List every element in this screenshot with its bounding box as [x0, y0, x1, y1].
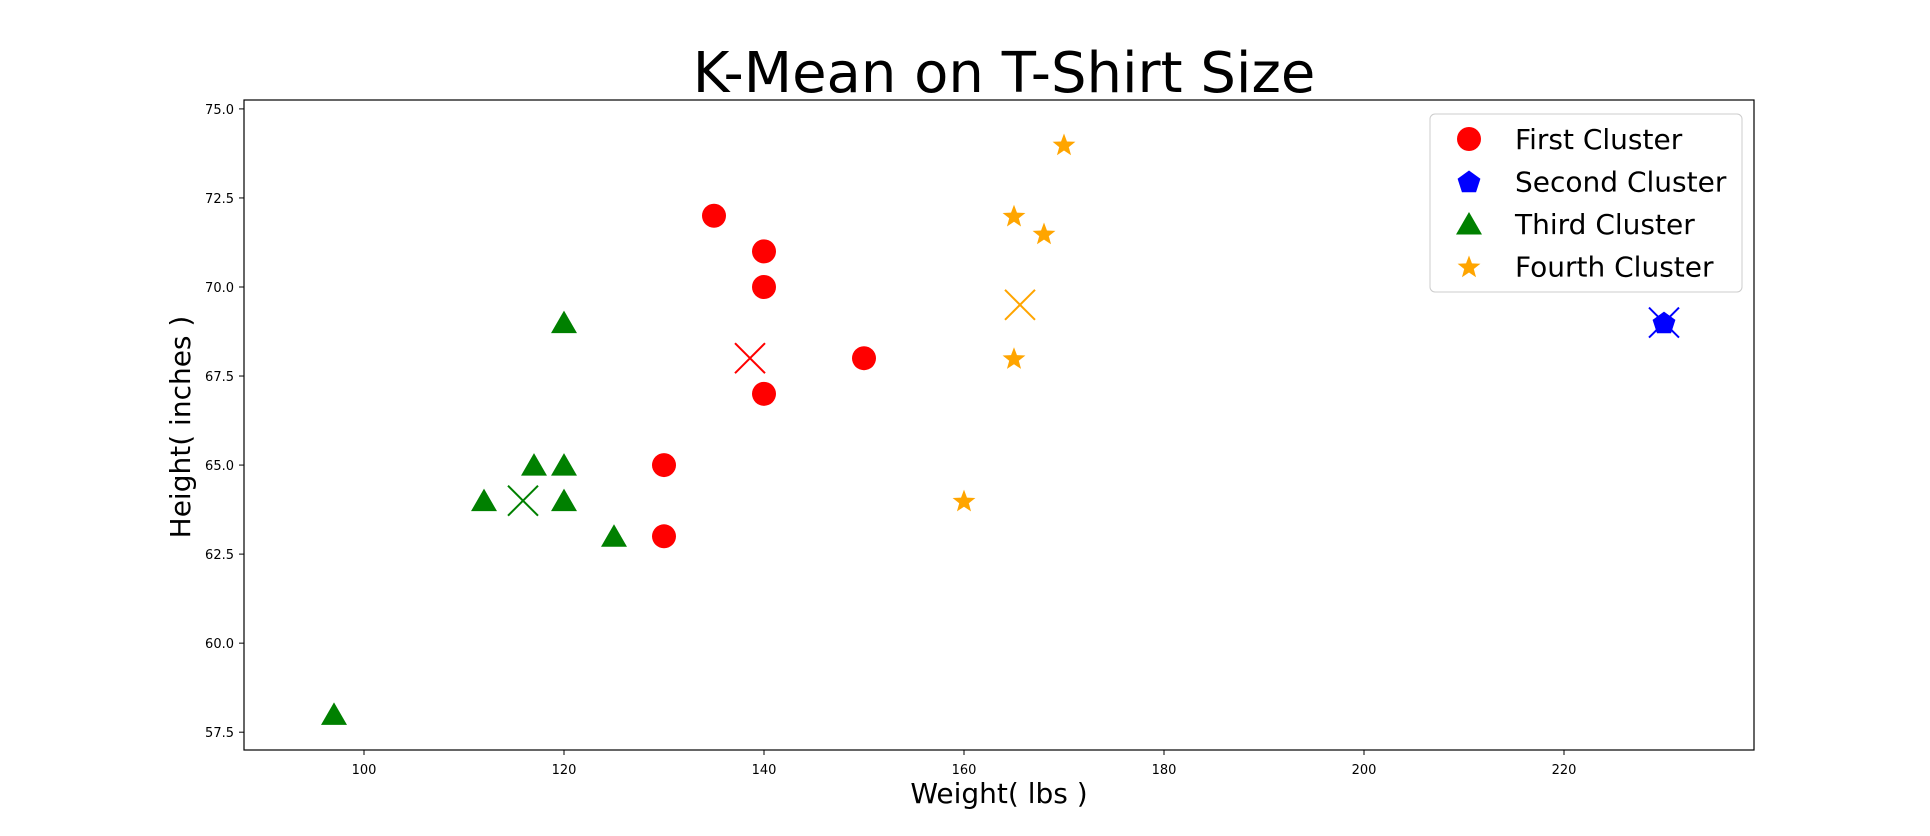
- legend-marker: [1456, 212, 1482, 235]
- x-tick-label: 140: [752, 763, 777, 778]
- y-tick-label: 60.0: [205, 637, 234, 652]
- data-point: [321, 702, 347, 725]
- legend-frame: [1429, 113, 1743, 293]
- centroid-marker: [507, 484, 539, 517]
- centroid-marker: [734, 342, 766, 374]
- data-point: [1002, 204, 1026, 227]
- data-point: [752, 274, 776, 299]
- y-tick-label: 75.0: [205, 103, 234, 118]
- data-point: [752, 239, 776, 264]
- legend: First Cluster Second Cluster Third Cluster…: [1429, 113, 1743, 293]
- legend-label: First Cluster: [1515, 123, 1683, 156]
- x-tick-label: 220: [1552, 763, 1577, 778]
- x-tick-label: 120: [552, 763, 577, 778]
- data-point: [521, 453, 547, 476]
- legend-items: First Cluster Second Cluster Third Cluster…: [1456, 123, 1727, 284]
- legend-label: Second Cluster: [1515, 166, 1727, 199]
- data-point: [702, 203, 726, 228]
- data-point: [852, 346, 876, 371]
- y-axis-title: Height( inches ): [164, 316, 197, 539]
- chart-title: K-Mean on T-Shirt Size: [693, 41, 1316, 106]
- marks-layer: [321, 133, 1676, 725]
- data-point: [551, 310, 577, 334]
- data-point: [1002, 347, 1026, 369]
- centroid-marker: [1004, 289, 1036, 321]
- data-point: [952, 489, 976, 512]
- y-tick-label: 57.5: [205, 726, 234, 741]
- y-tick-label: 70.0: [205, 281, 234, 296]
- legend-marker: [1457, 127, 1481, 151]
- data-point: [652, 524, 676, 549]
- legend-marker: [1457, 255, 1481, 278]
- x-tick-label: 180: [1152, 763, 1177, 778]
- data-point: [551, 488, 577, 512]
- centroid-marker: [1648, 306, 1680, 339]
- plot-frame: [243, 99, 1755, 751]
- data-point: [752, 381, 776, 406]
- y-tick-label: 67.5: [205, 370, 234, 385]
- legend-marker: [1457, 170, 1481, 193]
- data-point: [471, 488, 497, 512]
- x-tick-label: 100: [352, 763, 377, 778]
- y-tick-label: 72.5: [205, 192, 234, 207]
- x-tick-label: 160: [952, 763, 977, 778]
- x-axis-title: Weight( lbs ): [910, 777, 1087, 810]
- data-point: [551, 453, 577, 476]
- data-point: [1052, 133, 1076, 156]
- centroids-layer: [507, 289, 1680, 517]
- legend-label: Third Cluster: [1514, 208, 1695, 241]
- y-tick-label: 65.0: [205, 459, 234, 474]
- data-point: [601, 524, 627, 547]
- x-tick-label: 200: [1352, 763, 1377, 778]
- data-point: [652, 453, 676, 478]
- ticks-layer: 100 120 140 160 180 200 220 57.5 60.0 62.5 65.0 67.…: [205, 103, 1576, 778]
- data-point: [1032, 222, 1056, 245]
- y-tick-label: 62.5: [205, 548, 234, 563]
- legend-label: Fourth Cluster: [1515, 251, 1714, 284]
